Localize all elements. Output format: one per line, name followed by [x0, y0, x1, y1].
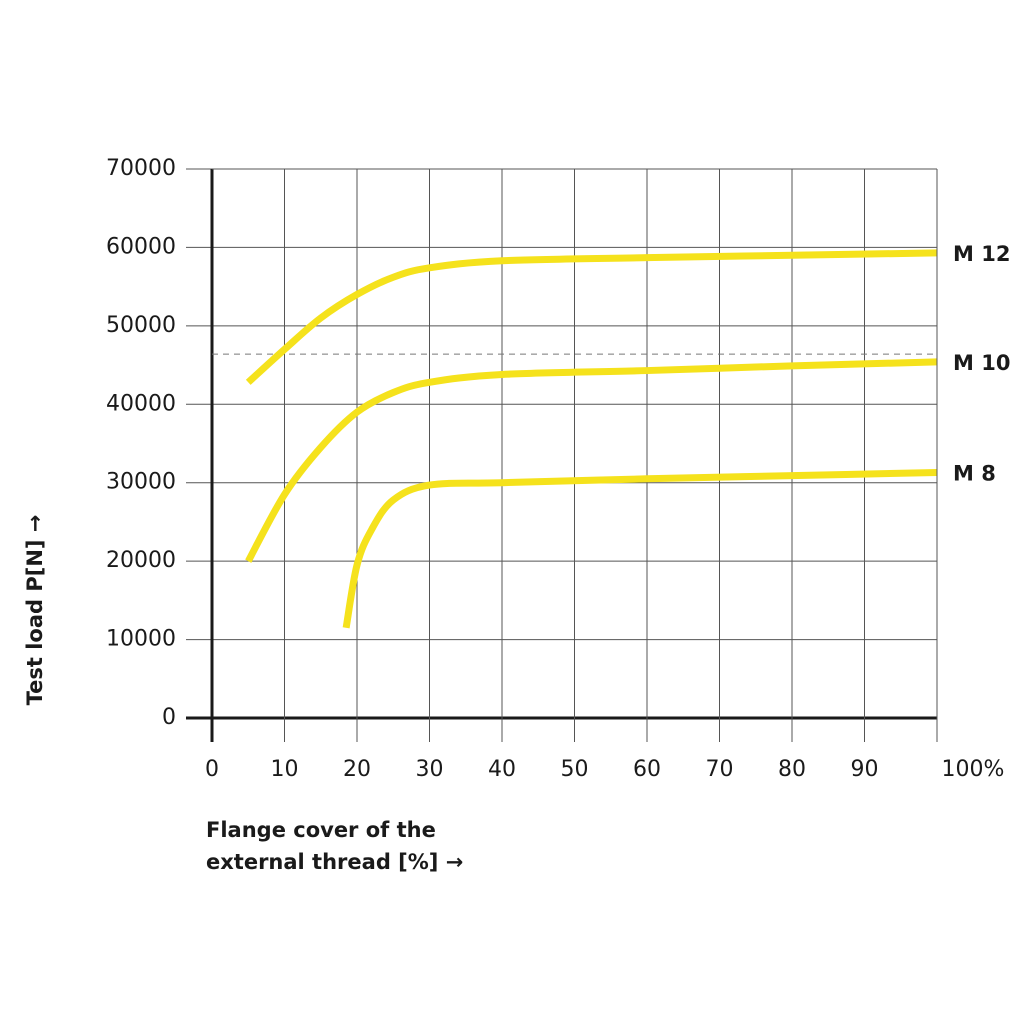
y-tick-label: 20000 — [106, 548, 176, 573]
y-tick-label: 0 — [162, 705, 176, 730]
y-axis-label: Test load P[N] → — [23, 515, 47, 706]
y-tick-label: 30000 — [106, 470, 176, 495]
y-tick-label: 40000 — [106, 391, 176, 416]
x-axis-label: Flange cover of the — [206, 818, 436, 842]
x-tick-label: 0 — [205, 757, 219, 782]
x-tick-label: 40 — [488, 757, 516, 782]
y-tick-label: 10000 — [106, 627, 176, 652]
series-label: M 8 — [953, 462, 996, 486]
x-tick-label: 80 — [778, 757, 806, 782]
x-tick-label: 60 — [633, 757, 661, 782]
x-tick-label: 30 — [416, 757, 444, 782]
x-tick-label: 10 — [271, 757, 299, 782]
x-tick-label: 70 — [706, 757, 734, 782]
x-tick-label: 20 — [343, 757, 371, 782]
x-tick-label: 90 — [851, 757, 879, 782]
series-label: M 10 — [953, 351, 1010, 375]
series-line — [245, 249, 938, 385]
series-line — [245, 358, 938, 563]
series-line — [342, 469, 938, 629]
x-axis-label: external thread [%] → — [206, 850, 463, 874]
x-tick-label: 100% — [942, 757, 1005, 782]
y-tick-label: 70000 — [106, 156, 176, 181]
y-tick-label: 60000 — [106, 234, 176, 259]
series-label: M 12 — [953, 242, 1010, 266]
y-tick-label: 50000 — [106, 313, 176, 338]
x-tick-label: 50 — [561, 757, 589, 782]
